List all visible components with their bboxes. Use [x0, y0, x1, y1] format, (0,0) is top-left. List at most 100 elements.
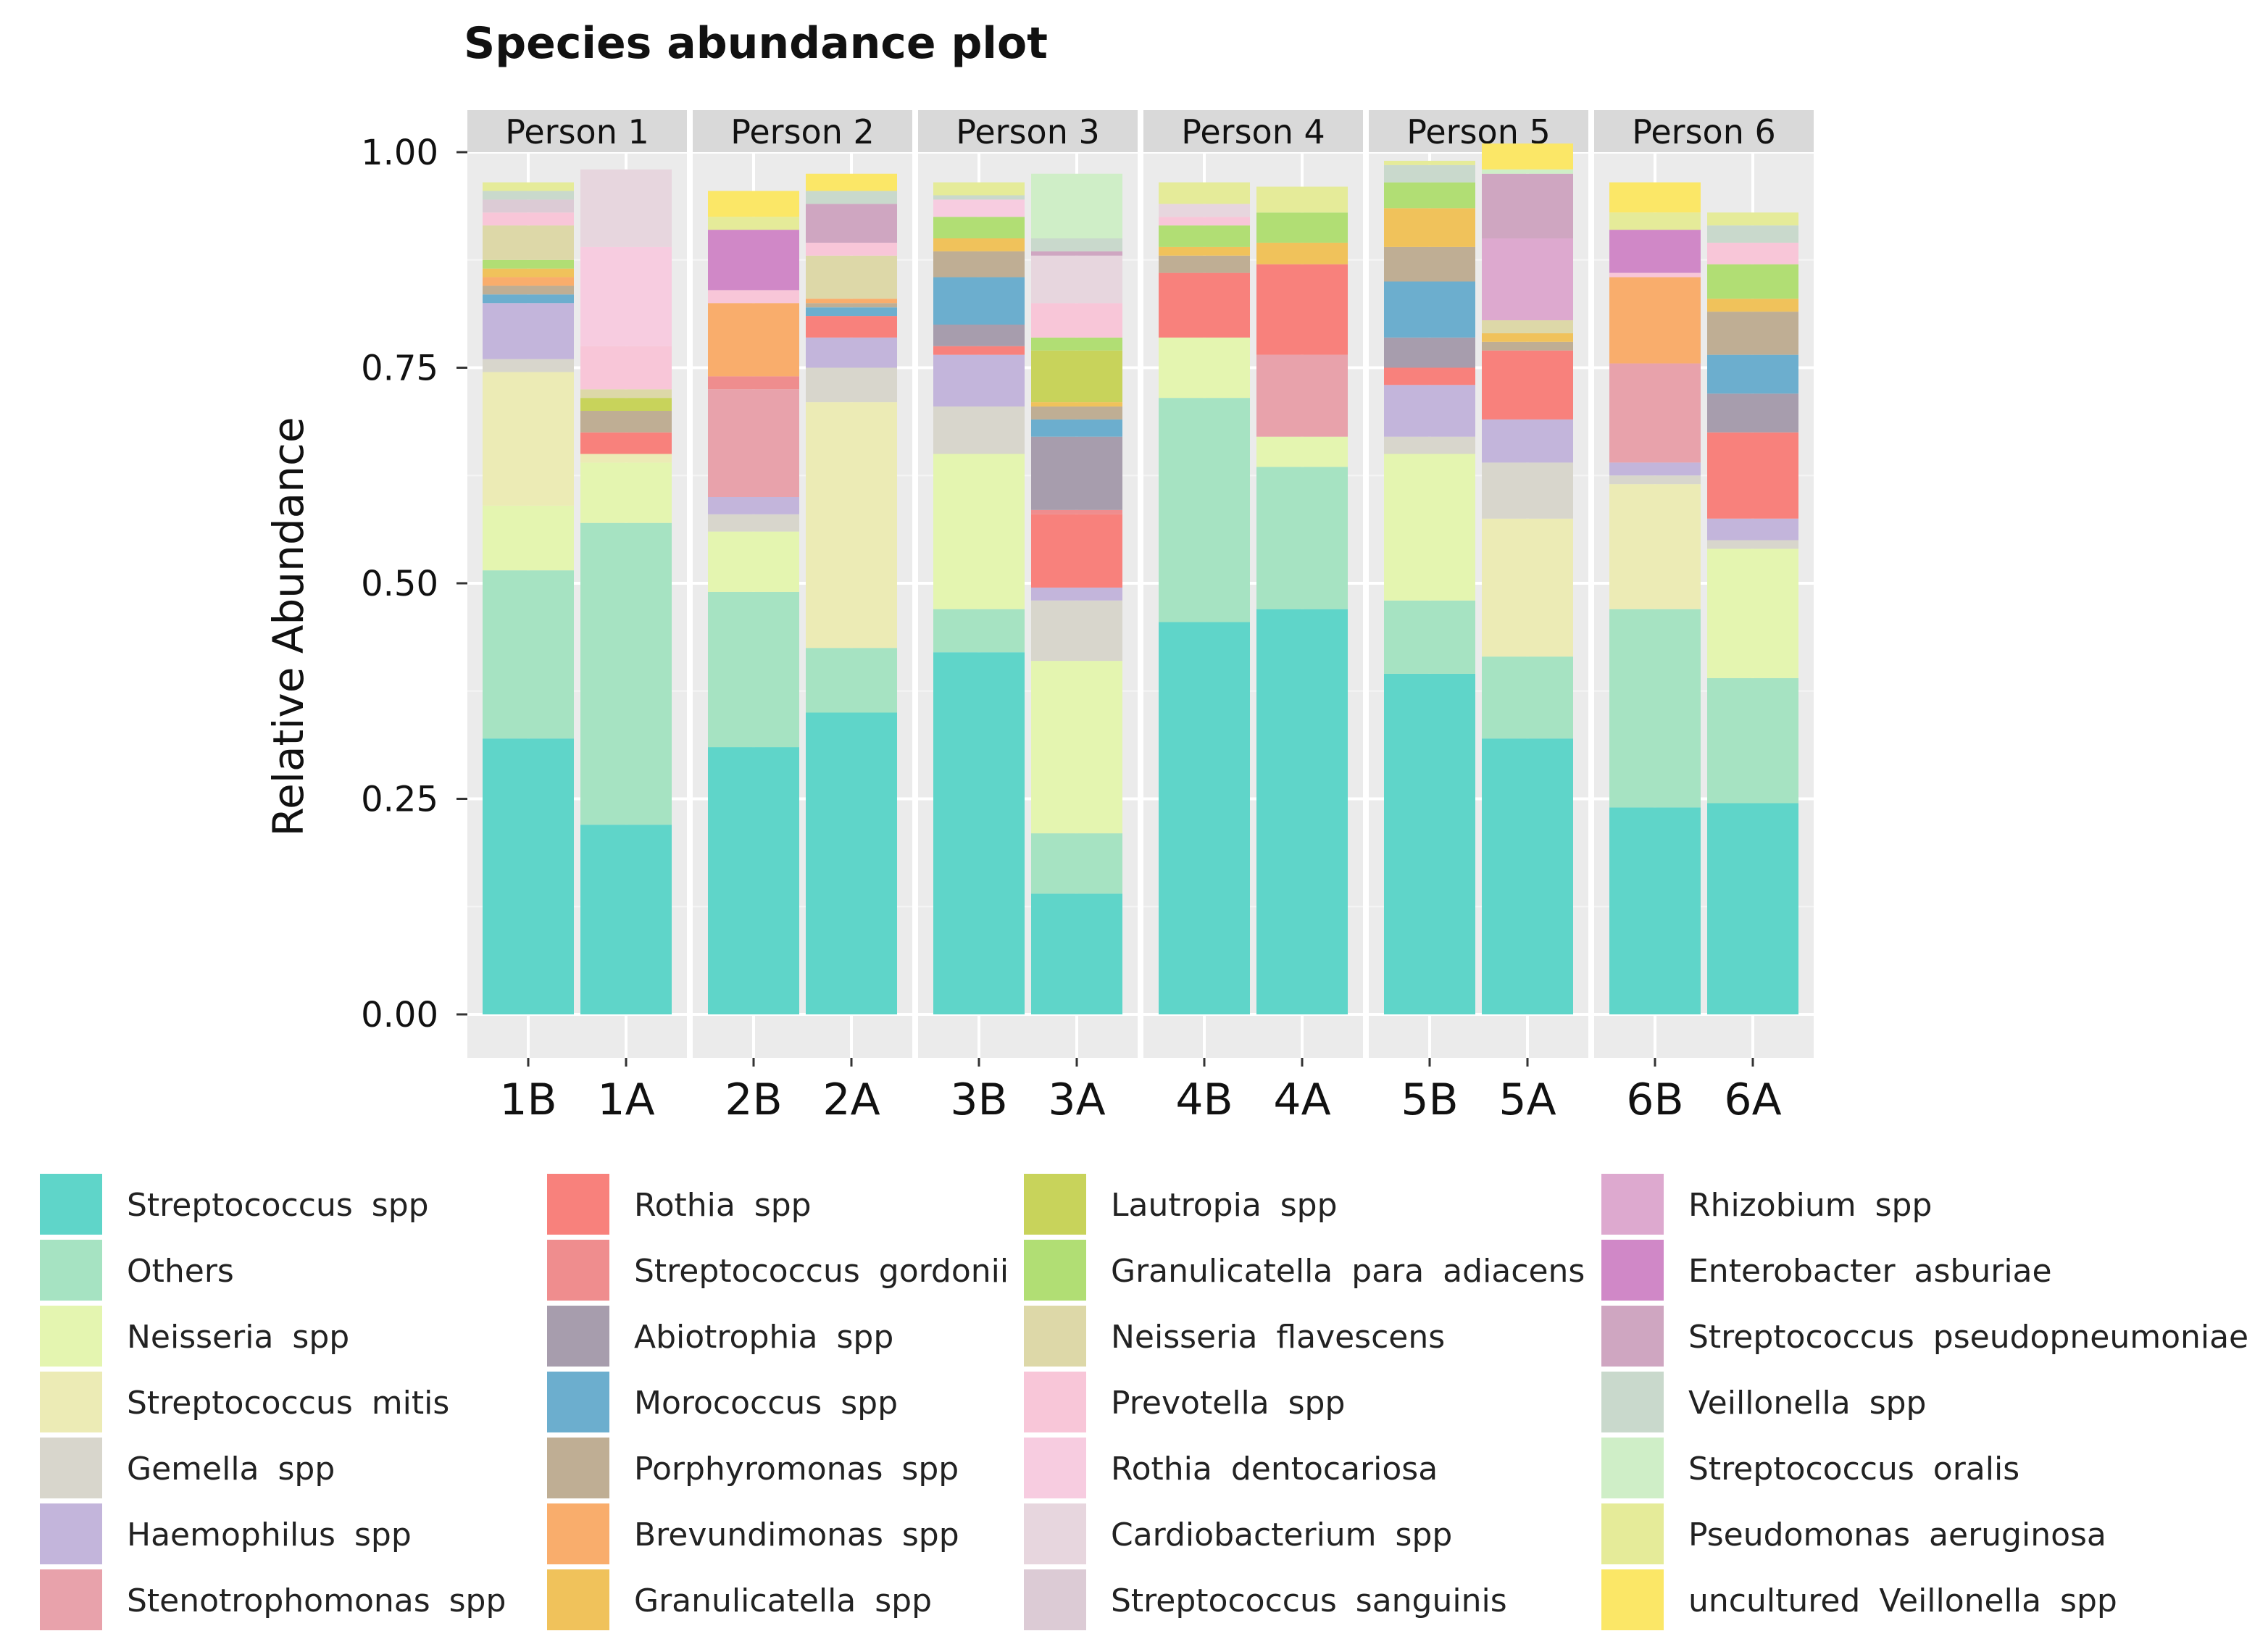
- bar-segment: [1482, 656, 1573, 739]
- legend-label: Veillonella spp: [1688, 1385, 1927, 1422]
- legend-swatch: [547, 1240, 609, 1301]
- bar-segment: [483, 294, 574, 304]
- bar-segment: [1609, 363, 1701, 463]
- x-tick-label: 6A: [1724, 1075, 1781, 1125]
- bar-segment: [806, 402, 897, 648]
- bar-segment: [483, 268, 574, 278]
- bar-segment: [1159, 337, 1250, 399]
- legend-swatch: [40, 1503, 102, 1564]
- legend-swatch: [1601, 1569, 1664, 1630]
- bar-segment: [1707, 242, 1798, 264]
- bar-segment: [483, 285, 574, 295]
- bar-segment: [1384, 281, 1475, 338]
- legend-label: Others: [127, 1253, 234, 1290]
- bar-segment: [708, 514, 799, 532]
- bar-segment: [483, 372, 574, 506]
- bar-segment: [1256, 186, 1348, 213]
- bar-segment: [1384, 673, 1475, 1014]
- bar-segment: [1256, 609, 1348, 1014]
- legend-swatch: [1601, 1174, 1664, 1235]
- legend-label: Streptococcus sanguinis: [1111, 1582, 1507, 1619]
- bar-segment: [1482, 169, 1573, 174]
- legend-swatch: [547, 1372, 609, 1432]
- bar-segment: [580, 462, 672, 523]
- bar-segment: [1384, 208, 1475, 247]
- bar-segment: [1707, 548, 1798, 678]
- bar-segment: [483, 738, 574, 1014]
- facet-panel: Person 3: [918, 110, 1138, 1058]
- legend-swatch: [1024, 1438, 1086, 1498]
- stacked-bar: [483, 182, 574, 1014]
- bar-segment: [806, 648, 897, 713]
- bar-segment: [1482, 462, 1573, 519]
- bar-segment: [708, 497, 799, 514]
- legend-label: Rhizobium spp: [1688, 1187, 1933, 1224]
- bar-segment: [1482, 341, 1573, 351]
- legend-swatch: [40, 1569, 102, 1630]
- bar-segment: [933, 354, 1025, 407]
- bar-segment: [806, 307, 897, 317]
- stacked-bar: [806, 173, 897, 1014]
- bar-segment: [1707, 225, 1798, 243]
- legend-swatch: [40, 1306, 102, 1367]
- x-tick-label: 5B: [1401, 1075, 1458, 1125]
- bar-segment: [933, 238, 1025, 251]
- bar-segment: [1031, 509, 1122, 514]
- bar-segment: [1031, 833, 1122, 894]
- bar-segment: [483, 182, 574, 191]
- y-axis-label: Relative Abundance: [264, 417, 313, 836]
- bar-segment: [1031, 251, 1122, 256]
- bar-segment: [1159, 398, 1250, 622]
- bar-segment: [1384, 385, 1475, 437]
- bar-segment: [580, 522, 672, 825]
- bar-segment: [483, 212, 574, 226]
- x-tick-label: 1A: [597, 1075, 654, 1125]
- legend-label: Haemophilus spp: [127, 1517, 412, 1553]
- stacked-bar: [708, 191, 799, 1014]
- legend-swatch: [1024, 1240, 1086, 1301]
- bar-segment: [1031, 238, 1122, 251]
- bar-segment: [1609, 475, 1701, 485]
- legend-swatch: [1024, 1174, 1086, 1235]
- facet-label: Person 3: [956, 112, 1099, 151]
- bar-segment: [806, 204, 897, 243]
- y-tick-label: 0.00: [361, 995, 438, 1035]
- legend-swatch: [1024, 1372, 1086, 1432]
- bar-segment: [1482, 518, 1573, 657]
- bar-segment: [708, 290, 799, 304]
- bar-segment: [1482, 738, 1573, 1014]
- y-tick-label: 0.75: [361, 349, 438, 389]
- bar-segment: [1707, 432, 1798, 519]
- bar-segment: [933, 325, 1025, 346]
- bar-segment: [483, 191, 574, 200]
- legend-label: Streptococcus spp: [127, 1187, 429, 1224]
- bar-segment: [933, 346, 1025, 355]
- bar-segment: [1031, 406, 1122, 420]
- x-tick-label: 4B: [1175, 1075, 1233, 1125]
- facet-panel: Person 4: [1143, 110, 1363, 1058]
- bar-segment: [580, 398, 672, 411]
- legend-label: Lautropia spp: [1111, 1187, 1338, 1224]
- legend-swatch: [40, 1240, 102, 1301]
- bar-segment: [1707, 803, 1798, 1014]
- bar-segment: [708, 230, 799, 291]
- bar-segment: [806, 191, 897, 204]
- bar-segment: [1159, 204, 1250, 217]
- bar-segment: [933, 454, 1025, 609]
- bar-segment: [806, 242, 897, 256]
- bar-segment: [806, 337, 897, 368]
- bar-segment: [933, 195, 1025, 200]
- facet-label: Person 1: [505, 112, 649, 151]
- x-tick-label: 2B: [725, 1075, 782, 1125]
- bar-segment: [483, 505, 574, 571]
- bar-segment: [1256, 436, 1348, 467]
- legend-swatch: [1024, 1306, 1086, 1367]
- facet-strip: [467, 110, 687, 152]
- bar-segment: [1609, 484, 1701, 609]
- bar-segment: [1031, 337, 1122, 351]
- facet-panel: Person 5: [1369, 110, 1588, 1058]
- bar-segment: [1159, 225, 1250, 247]
- bar-segment: [708, 747, 799, 1014]
- bar-segment: [806, 316, 897, 338]
- legend-label: Streptococcus gordonii: [634, 1253, 1009, 1290]
